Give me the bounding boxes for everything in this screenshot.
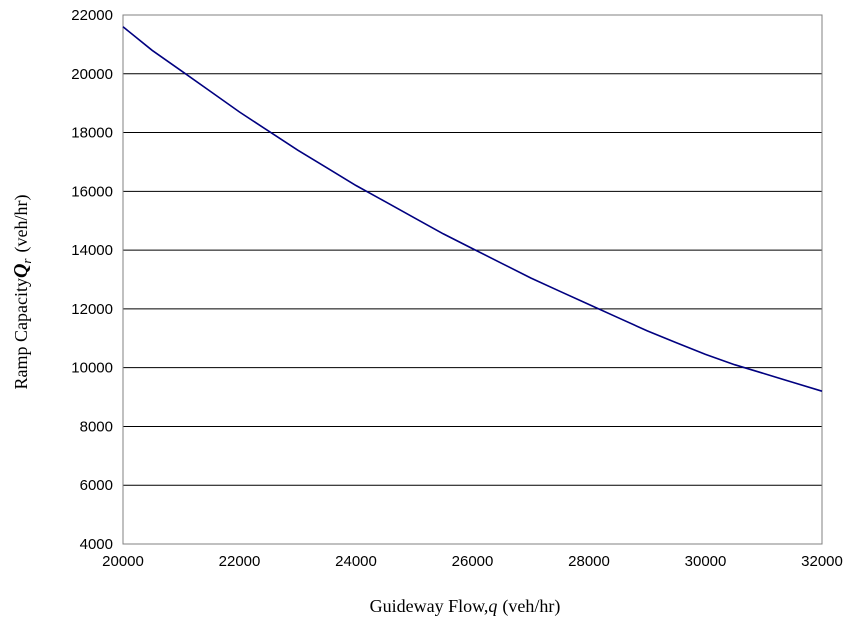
x-axis-title: Guideway Flow,q (veh/hr) — [370, 596, 561, 617]
x-tick-labels: 20000 22000 24000 26000 28000 30000 32000 — [102, 553, 843, 570]
x-axis-title-text: Guideway Flow, — [370, 596, 489, 616]
y-axis-title-unit: (veh/hr) — [11, 195, 32, 253]
y-tick-label-18000: 18000 — [71, 125, 113, 142]
x-tick-label-22000: 22000 — [219, 553, 261, 570]
x-axis-title-unit: (veh/hr) — [502, 596, 560, 617]
gridlines — [123, 14, 822, 486]
x-axis-title-var: q — [488, 596, 497, 616]
y-axis-title-var: Q — [10, 264, 32, 278]
y-tick-label-10000: 10000 — [71, 360, 113, 377]
y-axis-title-text: Ramp Capacity — [11, 278, 31, 389]
y-axis-title: Ramp CapacityQr (veh/hr) — [10, 195, 34, 390]
y-tick-label-6000: 6000 — [80, 477, 113, 494]
y-tick-labels: 4000 6000 8000 10000 12000 14000 16000 18000 200… — [71, 7, 113, 553]
series-line-0 — [122, 26, 823, 392]
x-tick-label-20000: 20000 — [102, 553, 144, 570]
y-tick-label-16000: 16000 — [71, 183, 113, 200]
plot-area — [122, 14, 823, 545]
x-tick-label-28000: 28000 — [568, 553, 610, 570]
x-tick-label-32000: 32000 — [801, 553, 843, 570]
x-tick-label-24000: 24000 — [335, 553, 377, 570]
x-tick-label-30000: 30000 — [685, 553, 727, 570]
y-tick-label-14000: 14000 — [71, 242, 113, 259]
y-tick-label-22000: 22000 — [71, 7, 113, 24]
y-tick-label-20000: 20000 — [71, 66, 113, 83]
series-layer — [122, 26, 823, 392]
x-tick-label-26000: 26000 — [452, 553, 494, 570]
y-tick-label-12000: 12000 — [71, 301, 113, 318]
y-tick-label-8000: 8000 — [80, 418, 113, 435]
y-tick-label-4000: 4000 — [80, 536, 113, 553]
y-axis-title-sub: r — [19, 258, 34, 264]
